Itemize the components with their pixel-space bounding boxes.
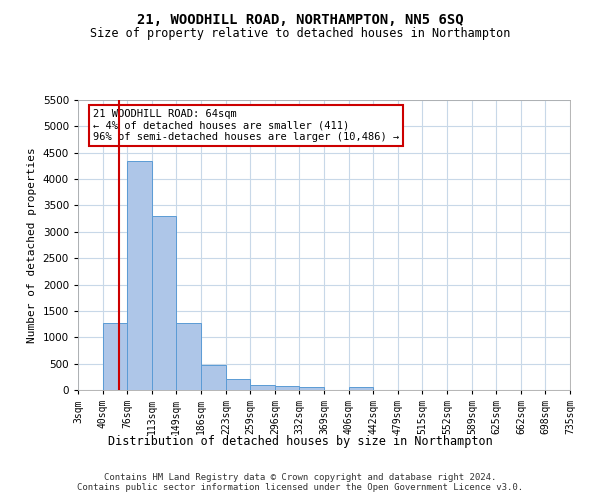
Text: 21 WOODHILL ROAD: 64sqm
← 4% of detached houses are smaller (411)
96% of semi-de: 21 WOODHILL ROAD: 64sqm ← 4% of detached… (93, 108, 399, 142)
Text: Contains HM Land Registry data © Crown copyright and database right 2024.
Contai: Contains HM Land Registry data © Crown c… (77, 473, 523, 492)
Text: Size of property relative to detached houses in Northampton: Size of property relative to detached ho… (90, 28, 510, 40)
Bar (250, 384, 275, 390)
Y-axis label: Number of detached properties: Number of detached properties (27, 147, 37, 343)
Bar (299, 388, 324, 390)
Bar (152, 216, 176, 390)
Bar (127, 160, 152, 390)
Text: 21, WOODHILL ROAD, NORTHAMPTON, NN5 6SQ: 21, WOODHILL ROAD, NORTHAMPTON, NN5 6SQ (137, 12, 463, 26)
Bar (349, 388, 373, 390)
Bar (176, 323, 201, 390)
Bar (103, 323, 127, 390)
Bar (226, 380, 250, 390)
Bar (201, 364, 226, 390)
Bar (275, 386, 299, 390)
Text: Distribution of detached houses by size in Northampton: Distribution of detached houses by size … (107, 435, 493, 448)
